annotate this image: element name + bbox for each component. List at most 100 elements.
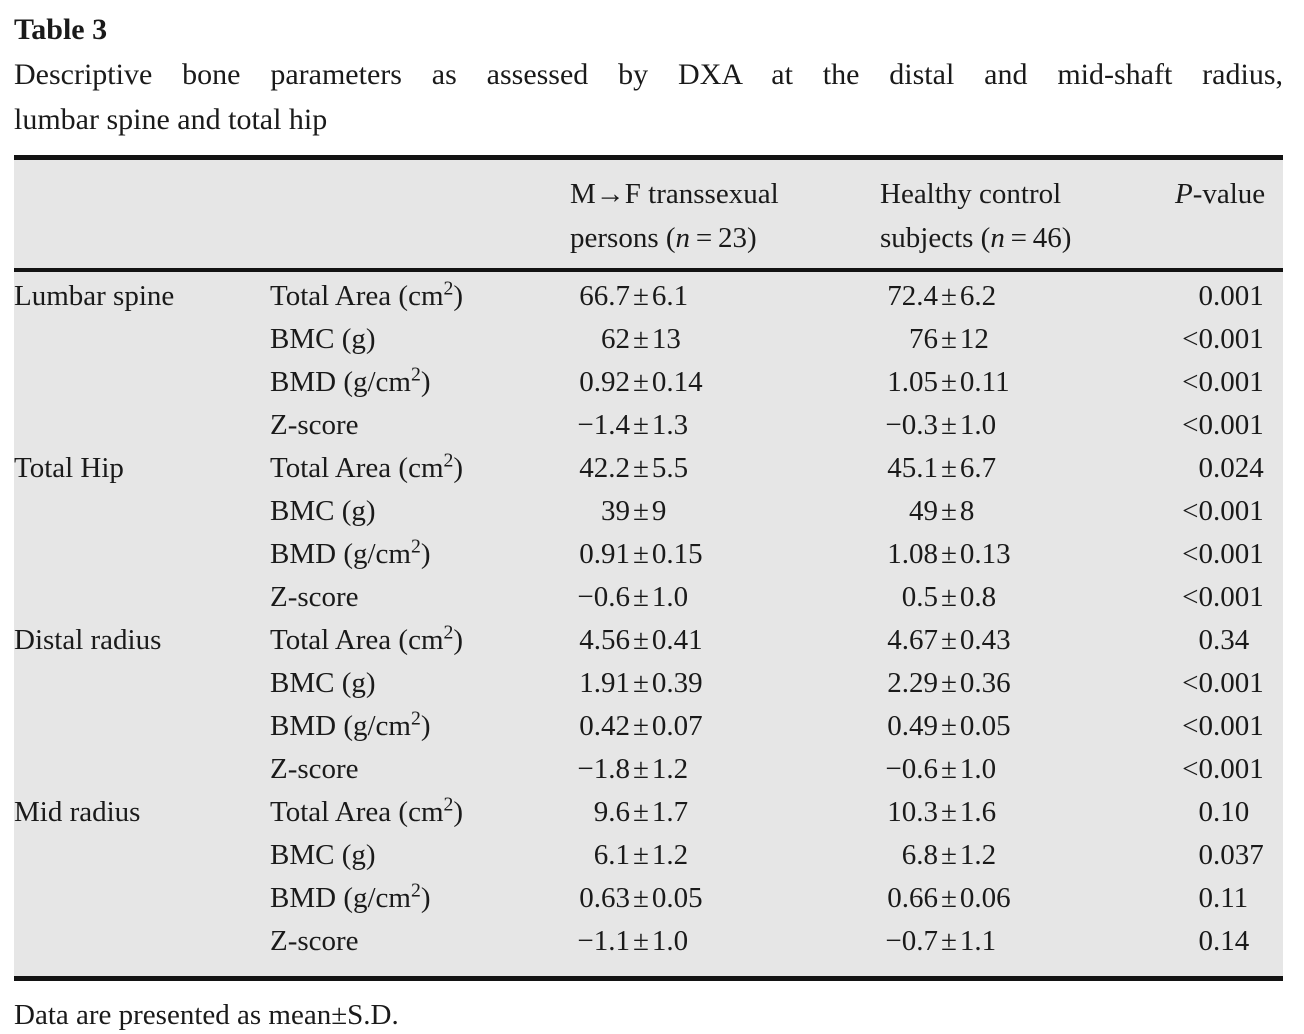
transsexual-value-cell: 9.6 ±1.7 <box>593 796 689 828</box>
region-cell <box>14 920 270 963</box>
control-value-cell: 0.66 ±0.06 <box>887 882 1011 914</box>
control-value-cell: 2.29 ±0.36 <box>887 667 1011 699</box>
parameter-cell: Total Area (cm2) <box>270 793 464 828</box>
table-row: BMC (g) 6.1 ±1.2 6.8 ±1.2 0.037 <box>14 834 1283 877</box>
table-row: BMC (g) 62 ±13 76 ±12 <0.001 <box>14 318 1283 361</box>
parameter-cell: Total Area (cm2) <box>270 449 464 484</box>
region-cell <box>14 748 270 791</box>
transsexual-value-cell: 0.42 ±0.07 <box>579 710 703 742</box>
parameter-cell: BMC (g) <box>270 839 376 871</box>
control-value-cell: −0.3 ±1.0 <box>885 409 997 441</box>
control-value-cell: 72.4 ±6.2 <box>887 280 997 312</box>
header-region-col <box>14 172 270 260</box>
p-value-cell: <0.001 <box>1182 538 1264 570</box>
table-title: Table 3 <box>14 13 108 46</box>
control-value-cell: 4.67 ±0.43 <box>887 624 1011 656</box>
table-row: Z-score −0.6 ±1.0 0.5 ±0.8 <0.001 <box>14 576 1283 619</box>
header-control-group: Healthy control subjects (n = 46) <box>880 178 1072 254</box>
caption-line-1: Descriptive bone parameters as assessed … <box>14 58 1283 91</box>
p-value-cell: 0.037 <box>1198 839 1264 871</box>
parameter-cell: BMD (g/cm2) <box>270 879 431 914</box>
region-cell <box>14 404 270 447</box>
p-value-cell: <0.001 <box>1182 710 1264 742</box>
region-cell <box>14 662 270 705</box>
table-row: BMD (g/cm2) 0.42 ±0.07 0.49 ±0.05 <0.001 <box>14 705 1283 748</box>
table-row: Z-score −1.8 ±1.2 −0.6 ±1.0 <0.001 <box>14 748 1283 791</box>
p-value-cell: 0.10 <box>1198 796 1250 828</box>
transsexual-value-cell: 6.1 ±1.2 <box>593 839 689 871</box>
parameter-cell: Z-score <box>270 581 359 613</box>
table-row: Z-score −1.1 ±1.0 −0.7 ±1.1 0.14 <box>14 920 1283 963</box>
p-value-cell: <0.001 <box>1182 667 1264 699</box>
transsexual-value-cell: −1.8 ±1.2 <box>577 753 689 785</box>
transsexual-value-cell: 62 ±13 <box>601 323 681 355</box>
region-cell <box>14 361 270 404</box>
table-row: BMD (g/cm2) 0.92 ±0.14 1.05 ±0.11 <0.001 <box>14 361 1283 404</box>
p-value-cell: <0.001 <box>1182 409 1264 441</box>
control-value-cell: 0.5 ±0.8 <box>901 581 997 613</box>
region-cell: Mid radius <box>14 796 141 828</box>
table-footnote: Data are presented as mean±S.D. <box>14 999 399 1031</box>
parameter-cell: BMC (g) <box>270 495 376 527</box>
p-value-cell: <0.001 <box>1182 366 1264 398</box>
data-table: M→F transsexual persons (n = 23) Healthy … <box>14 155 1283 981</box>
table-row: BMD (g/cm2) 0.63 ±0.05 0.66 ±0.06 0.11 <box>14 877 1283 920</box>
control-value-cell: 0.49 ±0.05 <box>887 710 1011 742</box>
transsexual-value-cell: 0.91 ±0.15 <box>579 538 703 570</box>
control-value-cell: −0.7 ±1.1 <box>885 925 997 957</box>
parameter-cell: Z-score <box>270 925 359 957</box>
control-value-cell: 10.3 ±1.6 <box>887 796 997 828</box>
table-caption: Descriptive bone parameters as assessed … <box>14 52 1283 142</box>
region-cell: Distal radius <box>14 624 162 656</box>
control-value-cell: 45.1 ±6.7 <box>887 452 997 484</box>
transsexual-value-cell: 0.63 ±0.05 <box>579 882 703 914</box>
table-row: Lumbar spine Total Area (cm2) 66.7 ±6.1 72.4… <box>14 275 1283 318</box>
table-row: Distal radius Total Area (cm2) 4.56 ±0.41 4.… <box>14 619 1283 662</box>
transsexual-value-cell: 0.92 ±0.14 <box>579 366 703 398</box>
region-cell: Lumbar spine <box>14 280 175 312</box>
p-value-cell: 0.024 <box>1198 452 1264 484</box>
transsexual-value-cell: 39 ±9 <box>601 495 667 527</box>
parameter-cell: Z-score <box>270 753 359 785</box>
region-cell <box>14 834 270 877</box>
table-row: BMC (g) 1.91 ±0.39 2.29 ±0.36 <0.001 <box>14 662 1283 705</box>
transsexual-value-cell: −1.4 ±1.3 <box>577 409 689 441</box>
region-cell <box>14 533 270 576</box>
p-value-cell: 0.001 <box>1198 280 1264 312</box>
header-p-value: P-value <box>1175 178 1266 210</box>
parameter-cell: Z-score <box>270 409 359 441</box>
p-value-cell: 0.14 <box>1198 925 1250 957</box>
table-row: Mid radius Total Area (cm2) 9.6 ±1.7 10.3 ±1.… <box>14 791 1283 834</box>
control-value-cell: 1.05 ±0.11 <box>887 366 1010 398</box>
transsexual-value-cell: 42.2 ±5.5 <box>579 452 689 484</box>
region-cell <box>14 318 270 361</box>
region-cell <box>14 490 270 533</box>
region-cell <box>14 705 270 748</box>
p-value-cell: <0.001 <box>1182 581 1264 613</box>
table-header-row: M→F transsexual persons (n = 23) Healthy … <box>14 160 1283 272</box>
parameter-cell: BMC (g) <box>270 667 376 699</box>
transsexual-value-cell: −0.6 ±1.0 <box>577 581 689 613</box>
parameter-cell: Total Area (cm2) <box>270 621 464 656</box>
table-body: Lumbar spine Total Area (cm2) 66.7 ±6.1 72.4… <box>14 272 1283 976</box>
transsexual-value-cell: 66.7 ±6.1 <box>579 280 689 312</box>
transsexual-value-cell: 4.56 ±0.41 <box>579 624 703 656</box>
control-value-cell: 76 ±12 <box>909 323 989 355</box>
region-cell <box>14 576 270 619</box>
control-value-cell: 49 ±8 <box>909 495 975 527</box>
table-row: BMD (g/cm2) 0.91 ±0.15 1.08 ±0.13 <0.001 <box>14 533 1283 576</box>
p-value-cell: <0.001 <box>1182 495 1264 527</box>
control-value-cell: 6.8 ±1.2 <box>901 839 997 871</box>
region-cell: Total Hip <box>14 452 124 484</box>
parameter-cell: BMD (g/cm2) <box>270 535 431 570</box>
control-value-cell: −0.6 ±1.0 <box>885 753 997 785</box>
control-value-cell: 1.08 ±0.13 <box>887 538 1011 570</box>
caption-line-2: lumbar spine and total hip <box>14 103 328 136</box>
parameter-cell: BMD (g/cm2) <box>270 707 431 742</box>
table-row: Z-score −1.4 ±1.3 −0.3 ±1.0 <0.001 <box>14 404 1283 447</box>
p-value-cell: 0.11 <box>1198 882 1249 914</box>
parameter-cell: BMC (g) <box>270 323 376 355</box>
parameter-cell: BMD (g/cm2) <box>270 363 431 398</box>
p-value-cell: 0.34 <box>1198 624 1250 656</box>
